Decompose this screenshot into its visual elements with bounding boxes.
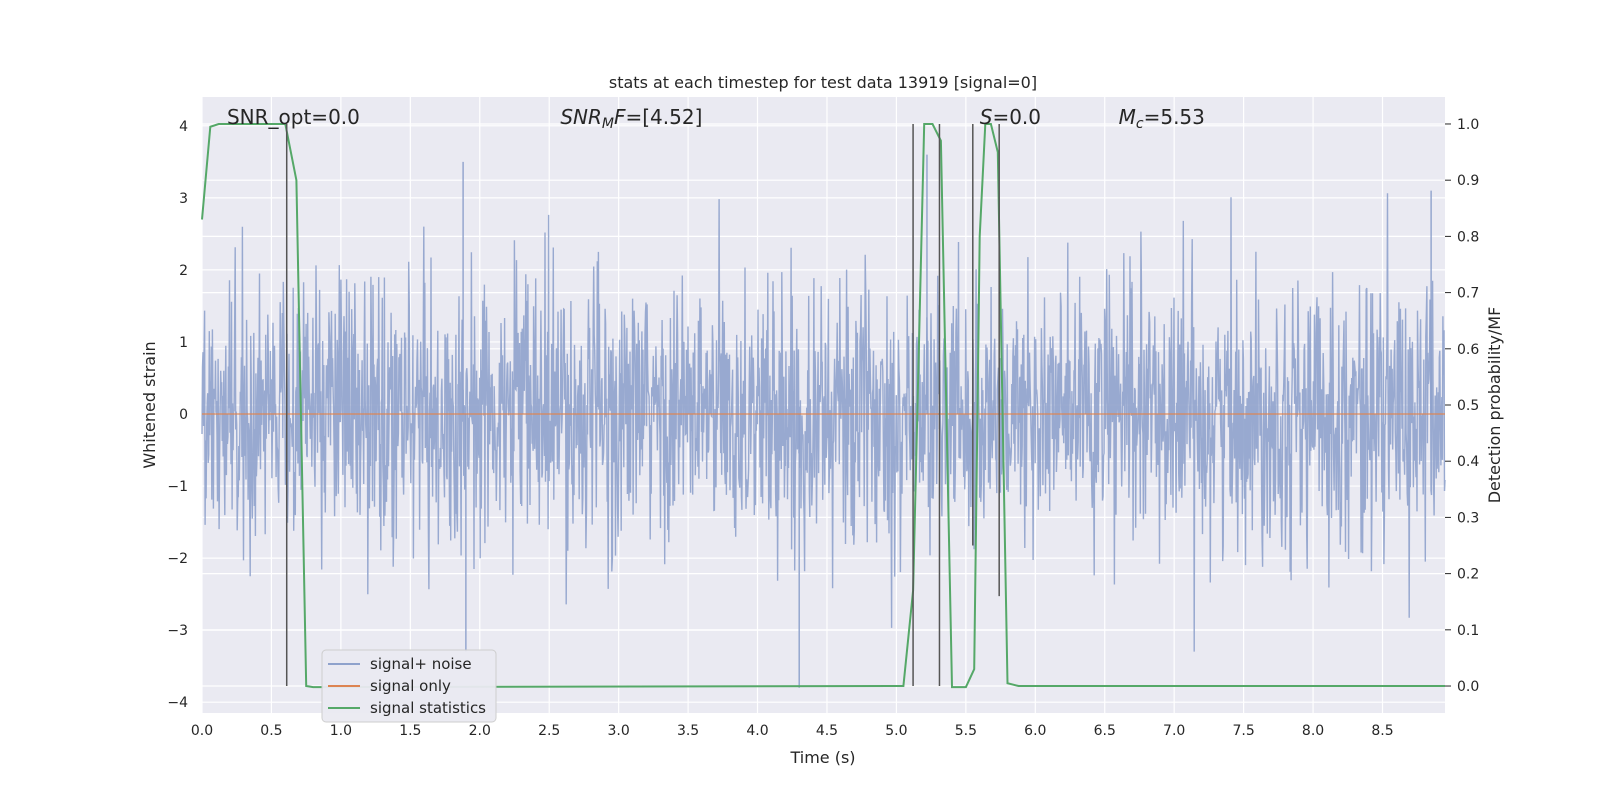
x-tick-label: 7.0 xyxy=(1163,723,1185,739)
y2-tick-labels: 1.0 0.9 0.8 0.7 0.6 0.5 0.4 0.3 0.2 0.1 0.0 xyxy=(1445,117,1479,695)
legend-label: signal+ noise xyxy=(370,655,472,673)
x-tick-label: 5.5 xyxy=(955,723,977,739)
legend-label: signal statistics xyxy=(370,699,486,717)
x-tick-label: 1.5 xyxy=(399,723,421,739)
chart-title: stats at each timestep for test data 139… xyxy=(609,73,1037,92)
y2-tick-label: 0.3 xyxy=(1457,510,1479,526)
x-tick-label: 0.5 xyxy=(260,723,282,739)
x-tick-label: 3.0 xyxy=(608,723,630,739)
y-tick-label: −1 xyxy=(167,479,188,495)
vertical-markers xyxy=(285,123,1000,687)
y-tick-labels: 4 3 2 1 0 −1 −2 −3 −4 xyxy=(167,119,188,711)
x-tick-label: 4.5 xyxy=(816,723,838,739)
x-tick-label: 5.0 xyxy=(885,723,907,739)
y-tick-label: 2 xyxy=(179,263,188,279)
annotations: SNR_opt=0.0 SNRMF=[4.52] S=0.0 Mc=5.53 xyxy=(227,105,1205,132)
y2-tick-label: 0.0 xyxy=(1457,679,1479,695)
y2-tick-label: 0.6 xyxy=(1457,342,1479,358)
x-tick-label: 6.0 xyxy=(1024,723,1046,739)
noise-trace xyxy=(201,193,1446,652)
annotation: Mc=5.53 xyxy=(1119,105,1205,132)
x-tick-label: 8.5 xyxy=(1371,723,1393,739)
y2-tick-label: 0.9 xyxy=(1457,173,1479,189)
y-tick-label: −3 xyxy=(167,623,188,639)
x-tick-label: 4.0 xyxy=(746,723,768,739)
x-tick-label: 8.0 xyxy=(1302,723,1324,739)
y-tick-label: 0 xyxy=(179,407,188,423)
x-tick-label: 3.5 xyxy=(677,723,699,739)
series-signal-statistics xyxy=(201,123,1445,689)
x-tick-label: 2.0 xyxy=(469,723,491,739)
annotation: S=0.0 xyxy=(980,105,1041,129)
y2-tick-label: 0.2 xyxy=(1457,567,1479,583)
y2-tick-label: 0.1 xyxy=(1457,623,1479,639)
y-tick-label: −2 xyxy=(167,551,188,567)
x-axis-label: Time (s) xyxy=(789,748,855,767)
legend-box xyxy=(321,649,497,723)
y2-tick-label: 0.8 xyxy=(1457,229,1479,245)
y-tick-label: 3 xyxy=(179,191,188,207)
y-tick-label: 1 xyxy=(179,335,188,351)
x-tick-label: 6.5 xyxy=(1094,723,1116,739)
y2-tick-label: 1.0 xyxy=(1457,117,1479,133)
x-tick-label: 2.5 xyxy=(538,723,560,739)
series-signal-plus-noise xyxy=(201,154,1446,688)
y-axis-label: Whitened strain xyxy=(140,341,159,468)
x-tick-label: 7.5 xyxy=(1232,723,1254,739)
signal-statistics-line xyxy=(201,123,1445,689)
y2-tick-label: 0.5 xyxy=(1457,398,1479,414)
y2-tick-label: 0.4 xyxy=(1457,454,1479,470)
legend-label: signal only xyxy=(370,677,451,695)
x-tick-labels: 0.0 0.5 1.0 1.5 2.0 2.5 3.0 3.5 4.0 4.5 5.0 5.5 6.0 6… xyxy=(191,723,1394,739)
annotation: SNR_opt=0.0 xyxy=(227,105,360,129)
y2-tick-label: 0.7 xyxy=(1457,286,1479,302)
y-tick-label: 4 xyxy=(179,119,188,135)
annotation: SNRMF=[4.52] xyxy=(560,105,702,132)
x-tick-label: 0.0 xyxy=(191,723,213,739)
x-tick-label: 1.0 xyxy=(330,723,352,739)
y-tick-label: −4 xyxy=(167,695,188,711)
legend: signal+ noise signal only signal statistic… xyxy=(321,649,497,723)
y2-axis-label: Detection probability/MF xyxy=(1485,307,1504,504)
